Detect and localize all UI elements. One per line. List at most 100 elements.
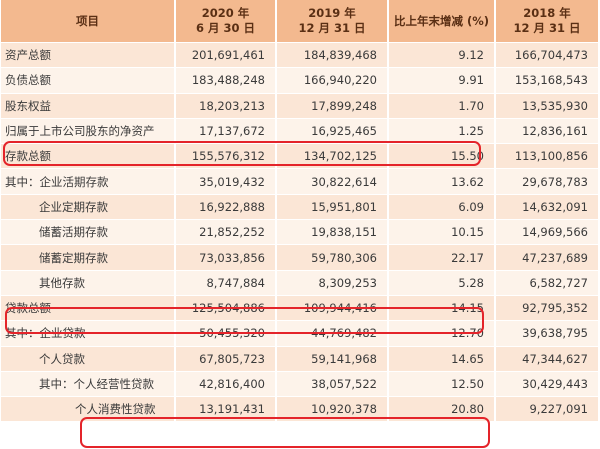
row-label: 其他存款 <box>1 269 175 296</box>
header-2018-date: 12 月 31 日 <box>513 21 581 35</box>
value-2018: 14,632,091 <box>494 193 598 220</box>
value-2019: 8,309,253 <box>275 269 388 296</box>
value-2020: 201,691,461 <box>174 41 276 68</box>
value-change: 10.15 <box>387 219 495 245</box>
value-change: 12.70 <box>387 320 495 347</box>
value-2019: 109,944,416 <box>275 294 388 321</box>
value-2020: 21,852,252 <box>174 219 276 245</box>
value-2019: 38,057,522 <box>275 370 388 397</box>
table-row: 归属于上市公司股东的净资产 17,137,672 16,925,465 1.25 12,… <box>1 117 598 144</box>
value-2020: 155,576,312 <box>174 143 276 169</box>
value-2018: 166,704,473 <box>494 41 598 68</box>
header-2020-year: 2020 年 <box>201 6 250 20</box>
value-2020: 67,805,723 <box>174 345 276 372</box>
table-row: 企业定期存款 16,922,888 15,951,801 6.09 14,632,091 <box>1 193 598 220</box>
value-2019: 16,925,465 <box>275 117 388 144</box>
value-2018: 47,237,689 <box>494 244 598 271</box>
value-2019: 30,822,614 <box>275 168 388 195</box>
table-row: 股东权益 18,203,213 17,899,248 1.70 13,535,930 <box>1 92 598 119</box>
table-row: 其中：企业贷款 50,455,320 44,769,482 12.70 39,638,7… <box>1 320 598 347</box>
table-row: 个人贷款 67,805,723 59,141,968 14.65 47,344,627 <box>1 345 598 372</box>
value-2018: 29,678,783 <box>494 168 598 195</box>
row-label: 股东权益 <box>1 92 175 119</box>
value-2019: 59,780,306 <box>275 244 388 271</box>
value-change: 9.12 <box>387 41 495 68</box>
row-label: 归属于上市公司股东的净资产 <box>1 117 175 144</box>
value-change: 14.15 <box>387 294 495 321</box>
row-label: 其中：个人经营性贷款 <box>1 370 175 397</box>
table-row: 其中：企业活期存款 35,019,432 30,822,614 13.62 29,678… <box>1 168 598 195</box>
value-2018: 14,969,566 <box>494 219 598 245</box>
table-row: 资产总额 201,691,461 184,839,468 9.12 166,704,47… <box>1 41 598 68</box>
value-change: 12.50 <box>387 370 495 397</box>
value-2019: 184,839,468 <box>275 41 388 68</box>
value-2018: 113,100,856 <box>494 143 598 169</box>
value-2018: 6,582,727 <box>494 269 598 296</box>
value-2019: 44,769,482 <box>275 320 388 347</box>
table-row: 个人消费性贷款 13,191,431 10,920,378 20.80 9,227,09… <box>1 396 598 422</box>
table-row: 储蓄活期存款 21,852,252 19,838,151 10.15 14,969,56… <box>1 219 598 245</box>
value-2019: 134,702,125 <box>275 143 388 169</box>
highlight-consumer-loans <box>80 417 490 448</box>
value-2020: 8,747,884 <box>174 269 276 296</box>
value-change: 13.62 <box>387 168 495 195</box>
value-change: 6.09 <box>387 193 495 220</box>
header-2019-year: 2019 年 <box>308 6 356 20</box>
row-label: 存款总额 <box>1 143 175 169</box>
row-label: 贷款总额 <box>1 294 175 321</box>
value-change: 1.70 <box>387 92 495 119</box>
value-2018: 47,344,627 <box>494 345 598 372</box>
row-label: 其中：企业贷款 <box>1 320 175 347</box>
header-change: 比上年末增减 (%) <box>387 0 495 43</box>
value-2018: 9,227,091 <box>494 396 598 422</box>
table-row: 其中：个人经营性贷款 42,816,400 38,057,522 12.50 30,42… <box>1 370 598 397</box>
row-label: 企业定期存款 <box>1 193 175 220</box>
value-2018: 30,429,443 <box>494 370 598 397</box>
header-item: 项目 <box>1 0 175 43</box>
value-2018: 153,168,543 <box>494 67 598 94</box>
value-2020: 13,191,431 <box>174 396 276 422</box>
value-2020: 35,019,432 <box>174 168 276 195</box>
header-2019-date: 12 月 31 日 <box>298 21 366 35</box>
value-2020: 50,455,320 <box>174 320 276 347</box>
table-row: 储蓄定期存款 73,033,856 59,780,306 22.17 47,237,68… <box>1 244 598 271</box>
table-row: 其他存款 8,747,884 8,309,253 5.28 6,582,727 <box>1 269 598 296</box>
header-2018: 2018 年 12 月 31 日 <box>494 0 598 43</box>
value-2019: 10,920,378 <box>275 396 388 422</box>
row-label: 个人贷款 <box>1 345 175 372</box>
value-change: 22.17 <box>387 244 495 271</box>
value-2019: 166,940,220 <box>275 67 388 94</box>
value-2020: 42,816,400 <box>174 370 276 397</box>
value-2020: 16,922,888 <box>174 193 276 220</box>
value-2019: 59,141,968 <box>275 345 388 372</box>
value-2018: 92,795,352 <box>494 294 598 321</box>
header-2018-year: 2018 年 <box>523 6 571 20</box>
row-label: 资产总额 <box>1 41 175 68</box>
value-change: 9.91 <box>387 67 495 94</box>
header-row: 项目 2020 年 6 月 30 日 2019 年 12 月 31 日 比上年末… <box>1 0 598 43</box>
value-2020: 18,203,213 <box>174 92 276 119</box>
table-row: 贷款总额 125,504,886 109,944,416 14.15 92,795,35… <box>1 294 598 321</box>
header-change-label: 比上年末增减 (%) <box>393 13 490 28</box>
value-2020: 183,488,248 <box>174 67 276 94</box>
row-label: 其中：企业活期存款 <box>1 168 175 195</box>
row-label: 个人消费性贷款 <box>1 396 175 422</box>
value-2018: 13,535,930 <box>494 92 598 119</box>
header-2020-date: 6 月 30 日 <box>195 21 256 35</box>
value-change: 5.28 <box>387 269 495 296</box>
value-change: 20.80 <box>387 396 495 422</box>
value-2018: 12,836,161 <box>494 117 598 144</box>
value-2019: 17,899,248 <box>275 92 388 119</box>
value-2020: 73,033,856 <box>174 244 276 271</box>
row-label: 储蓄定期存款 <box>1 244 175 271</box>
value-2020: 17,137,672 <box>174 117 276 144</box>
row-label: 负债总额 <box>1 67 175 94</box>
header-2020: 2020 年 6 月 30 日 <box>174 0 276 43</box>
header-2019: 2019 年 12 月 31 日 <box>275 0 388 43</box>
table-row: 负债总额 183,488,248 166,940,220 9.91 153,168,54… <box>1 67 598 94</box>
value-change: 14.65 <box>387 345 495 372</box>
table-row: 存款总额 155,576,312 134,702,125 15.50 113,100,8… <box>1 143 598 169</box>
row-label: 储蓄活期存款 <box>1 219 175 245</box>
value-change: 1.25 <box>387 117 495 144</box>
value-2020: 125,504,886 <box>174 294 276 321</box>
